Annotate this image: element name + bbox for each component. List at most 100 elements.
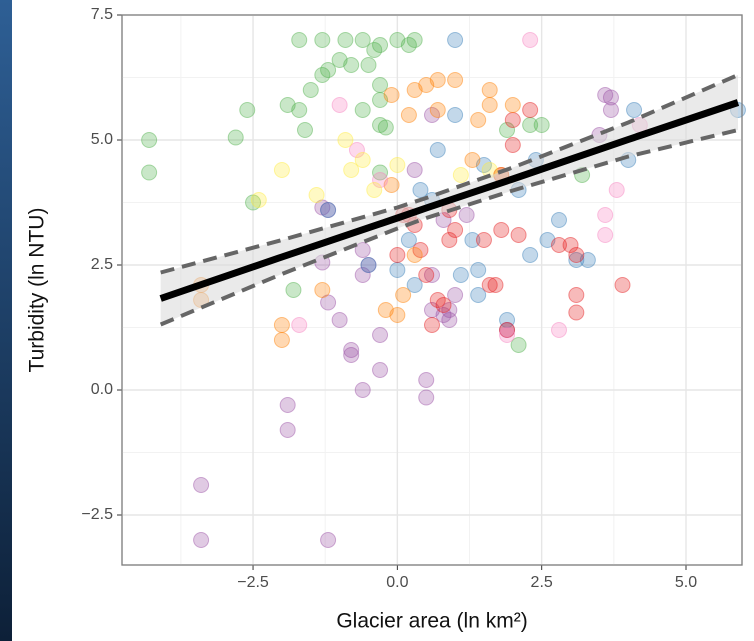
point [331, 52, 348, 68]
point [447, 287, 464, 303]
point [481, 277, 498, 293]
point [597, 87, 614, 103]
point [273, 332, 290, 348]
point [522, 117, 539, 133]
point [429, 292, 446, 308]
point [475, 157, 492, 173]
point [464, 232, 481, 248]
point [314, 199, 331, 216]
x-tick-label: 5.0 [675, 574, 697, 591]
point [568, 287, 585, 303]
point [366, 182, 383, 198]
y-tick-label: 5.0 [91, 131, 113, 148]
point [470, 262, 487, 278]
point [366, 42, 383, 58]
x-tick-label: −2.5 [237, 574, 269, 591]
point [273, 317, 290, 333]
point [626, 102, 643, 118]
point [429, 142, 446, 158]
point [141, 164, 158, 181]
point [579, 252, 596, 268]
point [383, 177, 400, 193]
point [499, 327, 516, 343]
background-strip [0, 0, 12, 641]
point [360, 257, 377, 273]
point [314, 67, 331, 83]
point [429, 72, 446, 88]
point [227, 129, 244, 146]
point [539, 232, 556, 248]
point [435, 297, 452, 313]
point [412, 242, 429, 258]
point [400, 232, 417, 248]
point [452, 267, 469, 283]
point [354, 267, 371, 283]
point [400, 107, 417, 123]
point [314, 282, 331, 298]
point [360, 257, 377, 273]
point [510, 337, 527, 353]
point [389, 247, 406, 263]
point [372, 362, 389, 378]
point [389, 307, 406, 323]
point [354, 382, 371, 398]
point [475, 232, 492, 248]
point [337, 32, 354, 48]
point [354, 32, 371, 48]
point [533, 117, 550, 133]
point [343, 342, 360, 358]
point [499, 322, 516, 338]
point [447, 32, 464, 48]
point [331, 312, 348, 328]
point [377, 119, 394, 136]
point [435, 212, 452, 228]
point [447, 107, 464, 123]
point [320, 202, 337, 218]
point [441, 232, 458, 248]
point [551, 237, 568, 253]
x-axis-title: Glacier area (ln km²) [336, 610, 527, 633]
fit-line [159, 99, 740, 302]
point [510, 227, 527, 243]
point [481, 82, 498, 98]
point [343, 162, 360, 178]
point [470, 112, 487, 128]
point [400, 37, 417, 53]
point [389, 32, 406, 48]
y-tick-label: 7.5 [91, 6, 113, 23]
point [470, 287, 487, 303]
y-tick-label: −2.5 [81, 506, 113, 523]
point [406, 82, 423, 98]
point [429, 102, 446, 118]
point [551, 212, 568, 228]
point [522, 102, 539, 118]
point [597, 207, 614, 223]
point [279, 97, 296, 113]
point [435, 307, 452, 323]
point [562, 237, 579, 253]
point [291, 32, 308, 48]
point [296, 122, 313, 138]
point [504, 97, 521, 113]
point [418, 77, 435, 93]
point [602, 89, 619, 106]
point [141, 132, 158, 148]
point [418, 267, 435, 283]
point [285, 282, 302, 298]
point [406, 162, 423, 178]
point [458, 207, 475, 223]
point [406, 277, 423, 293]
x-tick-label: 2.5 [531, 574, 553, 591]
plot-panel [121, 14, 743, 566]
point [522, 32, 539, 48]
point [389, 157, 406, 173]
point [354, 102, 371, 118]
point [245, 194, 262, 211]
point [499, 122, 516, 138]
point [354, 152, 371, 168]
point [331, 97, 348, 113]
point [481, 97, 498, 113]
point [239, 102, 256, 118]
point [499, 322, 516, 338]
